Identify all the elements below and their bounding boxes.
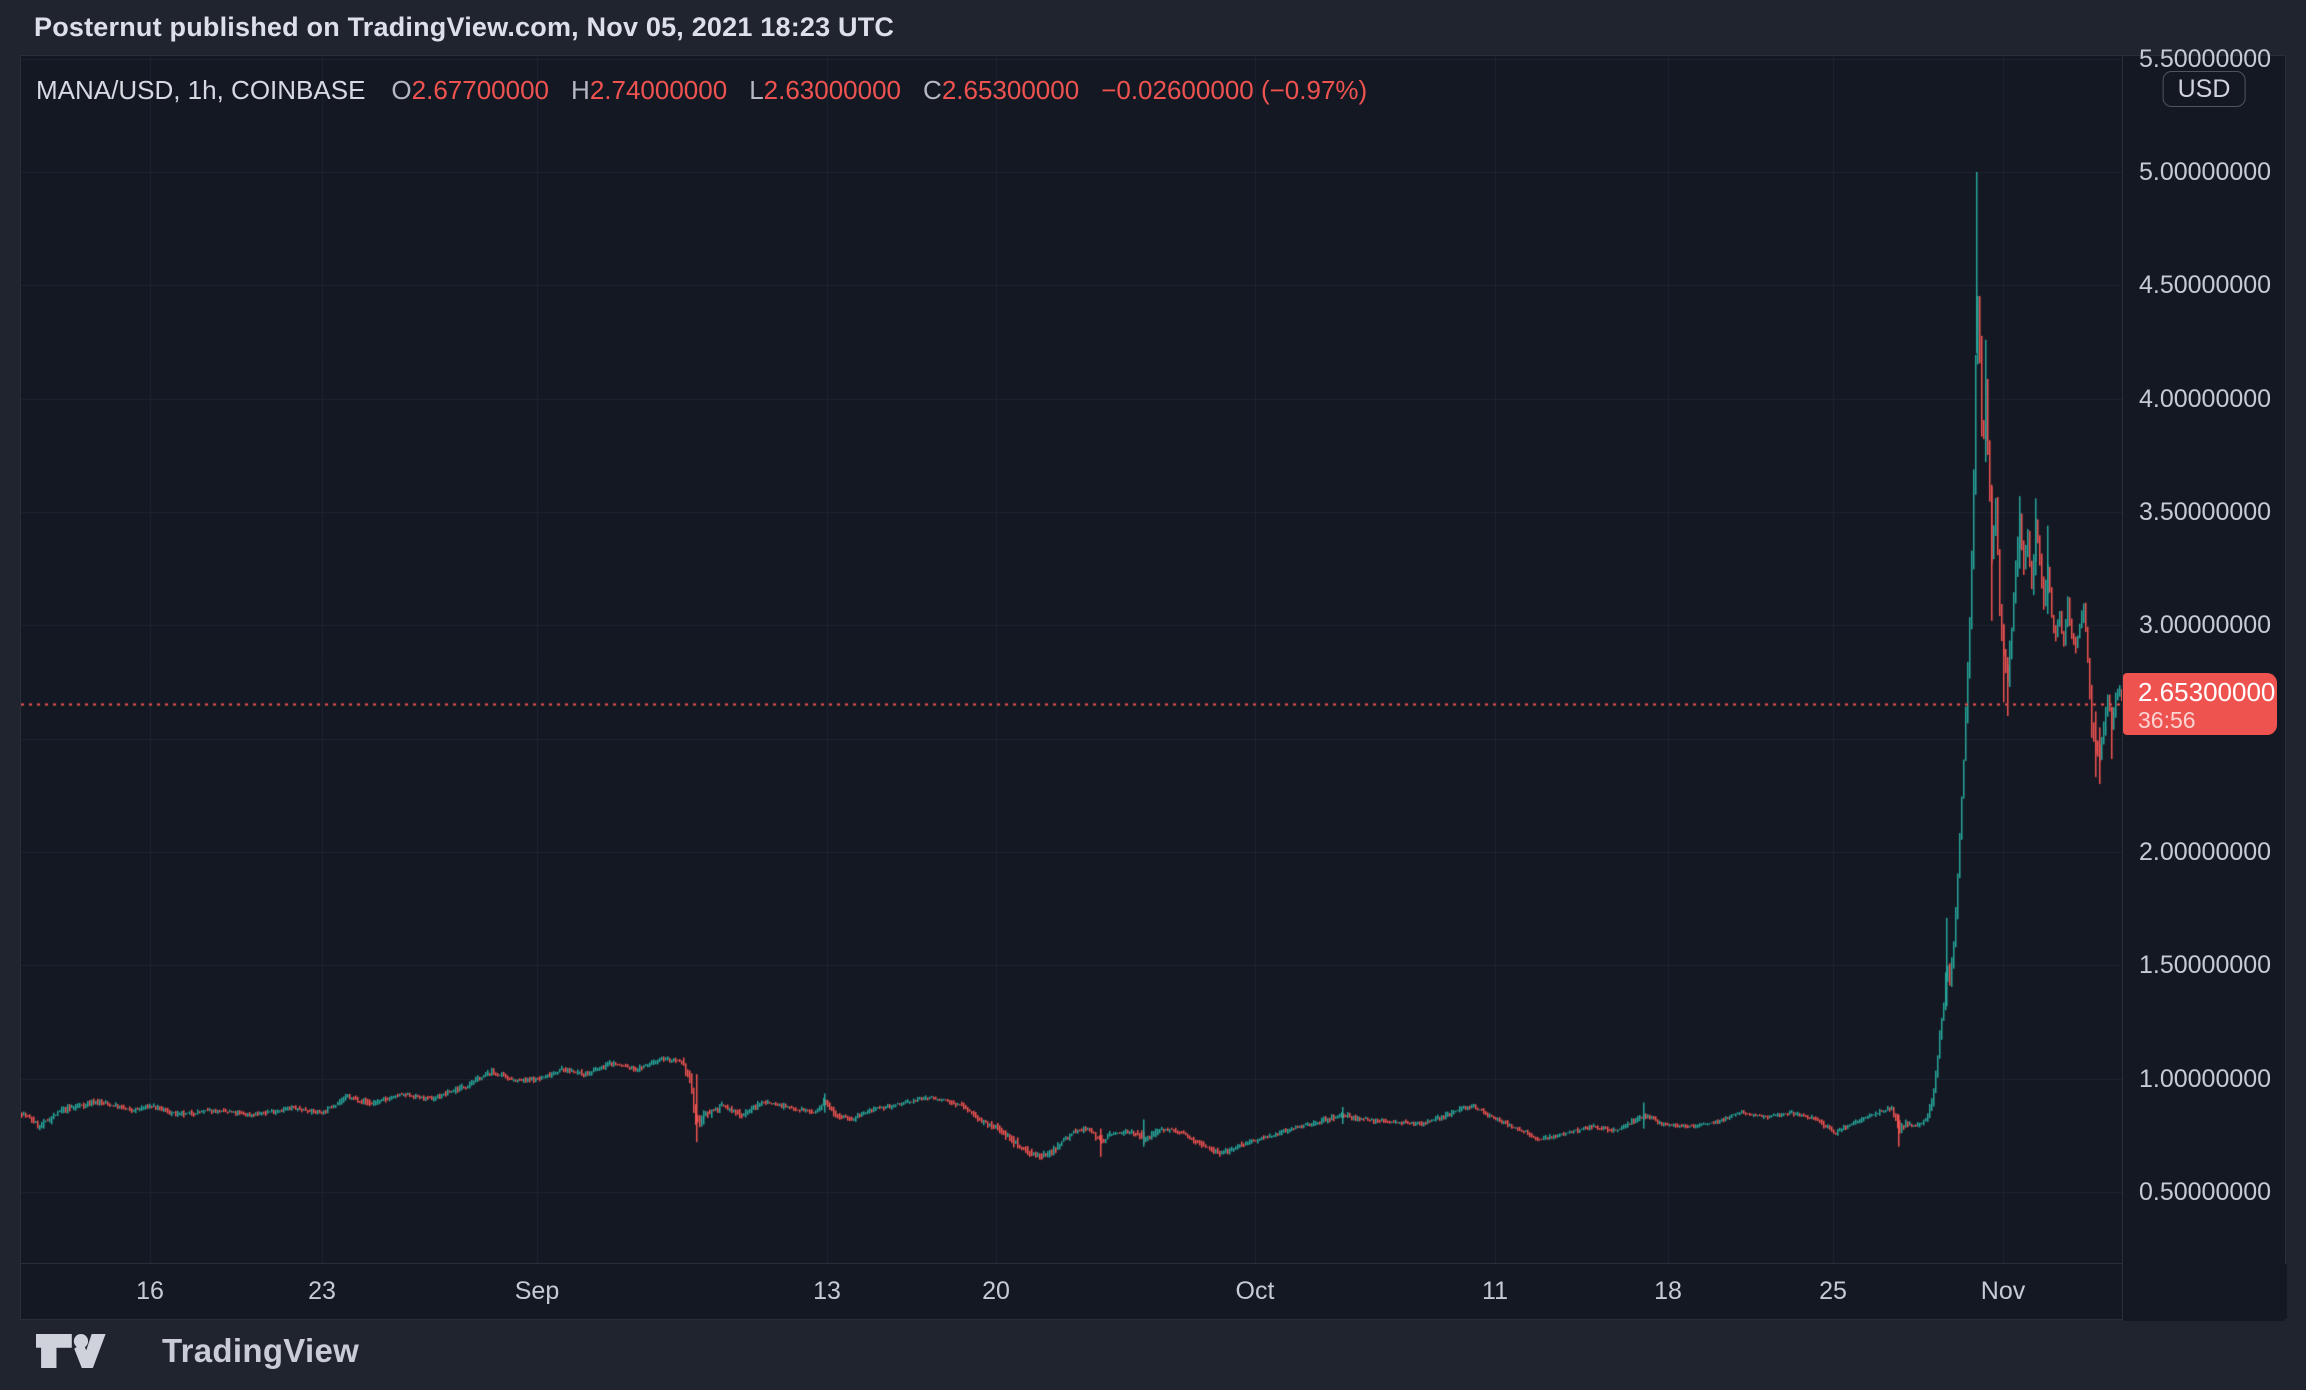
currency-usd-button[interactable]: USD — [2162, 71, 2246, 107]
ohlc-open: O2.67700000 — [391, 74, 550, 105]
time-axis-label: 20 — [982, 1277, 1010, 1305]
candlestick-canvas[interactable] — [21, 56, 2124, 1265]
time-axis-label: 18 — [1654, 1277, 1682, 1305]
bar-countdown: 36:56 — [2138, 706, 2196, 733]
chart-widget: MANA/USD, 1h, COINBASE O2.67700000 H2.74… — [20, 45, 2287, 1321]
price-axis-label: 0.50000000 — [2139, 1178, 2272, 1206]
time-axis-label: 16 — [136, 1277, 164, 1305]
last-price-value: 2.65300000 — [2138, 676, 2276, 707]
last-price-badge: 2.65300000 36:56 — [2123, 672, 2277, 735]
time-axis-label: Nov — [1980, 1277, 2026, 1305]
ohlc-low: L2.63000000 — [749, 74, 902, 105]
price-axis-label: 4.50000000 — [2139, 271, 2272, 300]
tradingview-logo-text: TradingView — [162, 1332, 360, 1369]
time-axis-label: 11 — [1482, 1277, 1508, 1305]
time-axis-label: 23 — [308, 1277, 336, 1305]
chart-legend: MANA/USD, 1h, COINBASE O2.67700000 H2.74… — [36, 74, 1367, 106]
price-axis-label: 3.00000000 — [2139, 611, 2272, 640]
price-change: −0.02600000 (−0.97%) — [1101, 74, 1368, 105]
price-axis-label: 1.00000000 — [2139, 1064, 2272, 1093]
ohlc-high: H2.74000000 — [571, 74, 728, 105]
time-axis-label: Oct — [1235, 1277, 1275, 1305]
price-axis-label: 4.00000000 — [2139, 384, 2272, 413]
chart-plot-area[interactable] — [21, 56, 2124, 1265]
price-axis[interactable]: USD 2.65300000 36:56 5.50000000 5.0000000… — [2122, 45, 2285, 1321]
publish-attribution: Posternut published on TradingView.com, … — [34, 12, 895, 42]
tradingview-icon — [36, 1334, 106, 1368]
time-axis-label: 25 — [1819, 1277, 1847, 1305]
tradingview-logo-link[interactable]: TradingView — [36, 1332, 359, 1370]
time-axis-label: 13 — [813, 1277, 841, 1305]
price-axis-label: 3.50000000 — [2139, 498, 2272, 526]
price-axis-label: 5.50000000 — [2139, 44, 2272, 73]
ohlc-close: C2.65300000 — [923, 74, 1080, 105]
time-axis-label: Sep — [514, 1277, 560, 1305]
symbol-title[interactable]: MANA/USD, 1h, COINBASE — [36, 74, 366, 105]
price-axis-label: 5.00000000 — [2139, 158, 2272, 186]
time-axis[interactable]: 16 23 Sep 13 20 Oct 11 18 25 Nov — [21, 1263, 2287, 1319]
price-axis-label: 2.00000000 — [2139, 838, 2272, 866]
price-axis-label: 1.50000000 — [2139, 951, 2272, 980]
